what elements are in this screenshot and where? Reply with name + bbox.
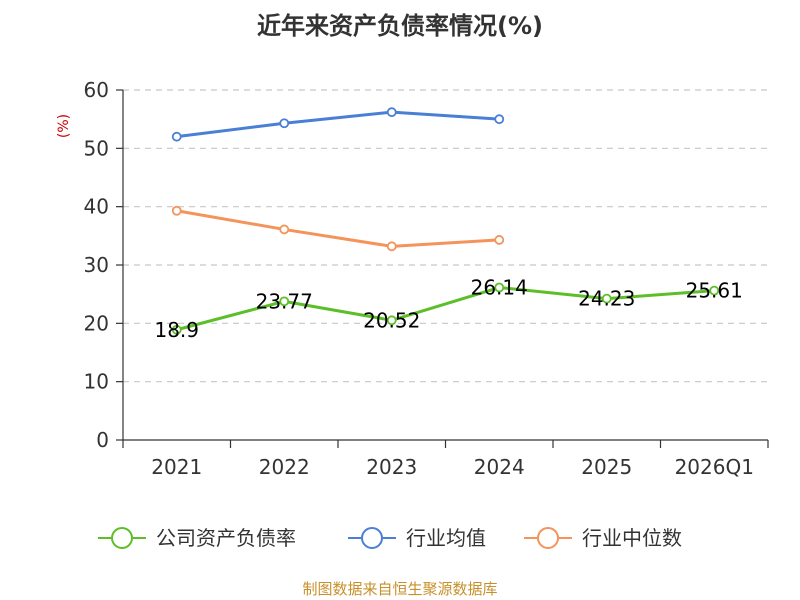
series-group — [171, 107, 720, 335]
data-label: 24.23 — [578, 287, 635, 311]
x-axis-ticks: 2021 2022 2023 2024 2025 2026Q1 — [122, 440, 769, 479]
data-labels: 18.9 23.77 20.52 26.14 24.23 25.61 — [154, 276, 742, 342]
data-point — [171, 131, 182, 142]
data-point — [386, 315, 397, 326]
data-point — [494, 282, 505, 293]
chart-title: 近年来资产负债率情况(%) — [257, 12, 543, 40]
data-label: 18.9 — [154, 318, 199, 342]
x-tick-label: 2026Q1 — [675, 455, 754, 479]
y-tick-label: 40 — [84, 195, 109, 219]
legend-swatch-marker — [361, 527, 383, 549]
legend-label: 行业均值 — [406, 526, 486, 550]
data-point — [386, 241, 397, 252]
grid-lines — [123, 89, 768, 383]
source-note: 制图数据来自恒生聚源数据库 — [302, 580, 498, 598]
y-tick-label: 50 — [84, 136, 109, 160]
y-tick-label: 0 — [96, 428, 109, 452]
x-tick-label: 2023 — [366, 455, 417, 479]
data-point — [171, 205, 182, 216]
data-point — [171, 324, 182, 335]
legend-swatch-marker — [537, 527, 559, 549]
data-label: 26.14 — [471, 276, 528, 300]
series-line — [176, 286, 715, 332]
y-axis-ticks: 0 10 20 30 40 50 60 — [84, 78, 123, 452]
x-tick-label: 2025 — [581, 455, 632, 479]
y-axis-unit: (%) — [56, 114, 72, 138]
legend-label: 行业中位数 — [582, 526, 682, 550]
y-tick-label: 10 — [84, 370, 109, 394]
x-tick-label: 2021 — [151, 455, 202, 479]
y-tick-label: 20 — [84, 311, 109, 335]
series-line — [176, 110, 500, 139]
legend-label: 公司资产负债率 — [156, 526, 296, 550]
series-line — [176, 209, 500, 248]
legend: 公司资产负债率 行业均值 行业中位数 — [98, 526, 682, 550]
y-tick-label: 60 — [84, 78, 109, 102]
data-point — [601, 293, 612, 304]
data-point — [279, 224, 290, 235]
data-label: 20.52 — [363, 308, 420, 332]
data-point — [494, 235, 505, 245]
data-point — [709, 285, 720, 296]
data-label: 23.77 — [256, 289, 313, 313]
data-point — [279, 118, 290, 129]
x-tick-label: 2024 — [474, 455, 525, 479]
data-point — [494, 114, 505, 125]
data-label: 25.61 — [686, 279, 743, 303]
data-point — [279, 296, 290, 307]
legend-swatch-marker — [111, 527, 133, 549]
x-tick-label: 2022 — [259, 455, 310, 479]
y-tick-label: 30 — [84, 253, 109, 277]
data-point — [386, 107, 397, 118]
